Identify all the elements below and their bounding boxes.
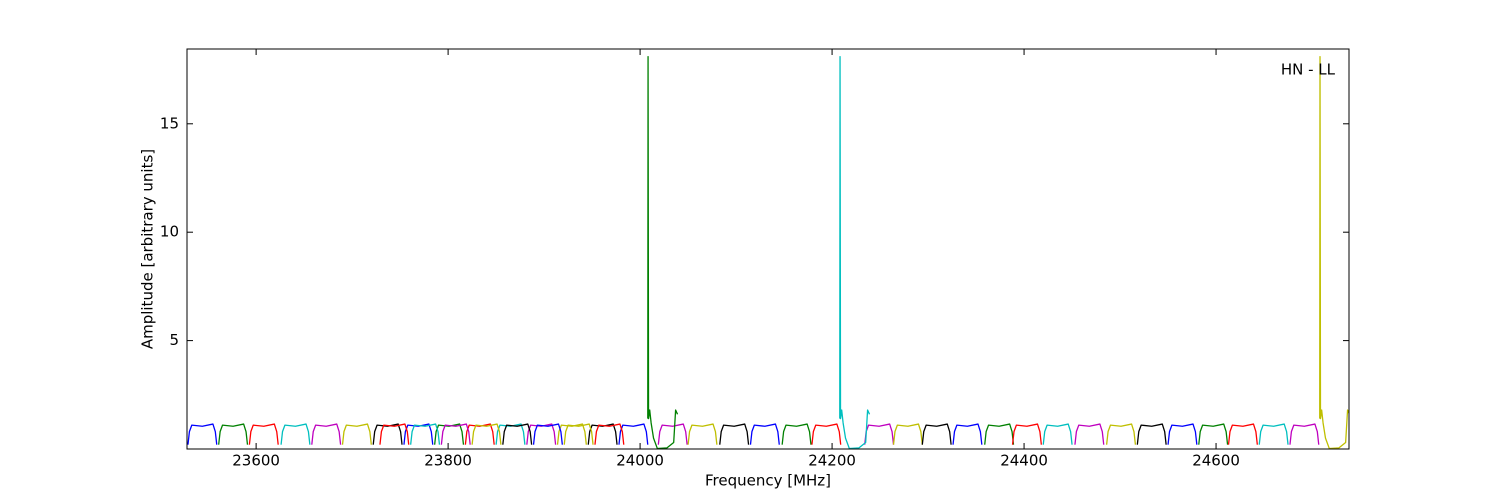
line-series: [372, 423, 403, 445]
line-series: [594, 423, 625, 445]
line-series: [440, 423, 471, 445]
line-series: [921, 423, 952, 445]
y-tick-label: 15: [160, 114, 179, 132]
line-series: [218, 423, 249, 445]
line-series: [434, 423, 465, 445]
line-series: [379, 423, 410, 445]
line-series: [892, 423, 923, 445]
line-series: [811, 423, 842, 445]
line-series: [1011, 423, 1042, 445]
line-series: [502, 423, 533, 445]
x-tick-label: 23600: [232, 452, 280, 470]
plot-area: [187, 55, 1349, 449]
y-tick-label: 10: [160, 223, 179, 241]
x-tick-label: 24200: [808, 452, 856, 470]
line-series: [464, 423, 495, 445]
line-series: [556, 423, 587, 445]
line-series: [1258, 423, 1289, 445]
annotation: HN - LL: [1281, 61, 1336, 79]
line-series: [1167, 423, 1198, 445]
line-series: [410, 423, 441, 445]
x-tick-label: 23800: [424, 452, 472, 470]
line-series: [647, 55, 679, 449]
y-tick-label: 5: [169, 331, 179, 349]
line-series: [526, 423, 557, 445]
line-series: [1136, 423, 1167, 445]
x-tick-label: 24000: [616, 452, 664, 470]
line-series: [532, 423, 563, 445]
line-series: [248, 423, 279, 445]
line-series: [864, 423, 895, 445]
line-series: [618, 423, 649, 445]
line-series: [1289, 423, 1320, 445]
line-series: [1319, 55, 1349, 449]
line-series: [1198, 423, 1229, 445]
line-series: [687, 423, 718, 445]
line-series: [495, 423, 526, 445]
line-series: [1105, 423, 1137, 445]
line-series: [657, 423, 688, 445]
line-series: [563, 423, 594, 445]
line-series: [1042, 423, 1073, 445]
line-series: [839, 55, 871, 449]
line-series: [587, 423, 618, 445]
line-series: [311, 423, 342, 445]
line-series: [280, 423, 311, 445]
line-series: [952, 423, 983, 445]
line-series: [471, 423, 502, 445]
line-series: [403, 423, 434, 445]
line-series: [341, 423, 372, 445]
line-series: [719, 423, 750, 445]
y-axis-label: Amplitude [arbitrary units]: [139, 149, 157, 349]
axes-frame: [186, 48, 1350, 450]
x-tick-label: 24600: [1192, 452, 1240, 470]
line-series: [749, 423, 780, 445]
line-series: [1227, 423, 1258, 445]
x-axis-label: Frequency [MHz]: [705, 472, 831, 490]
line-series: [187, 423, 218, 445]
line-series: [1074, 423, 1105, 445]
line-series: [984, 423, 1015, 445]
x-tick-label: 24400: [1000, 452, 1048, 470]
line-series: [781, 423, 812, 445]
